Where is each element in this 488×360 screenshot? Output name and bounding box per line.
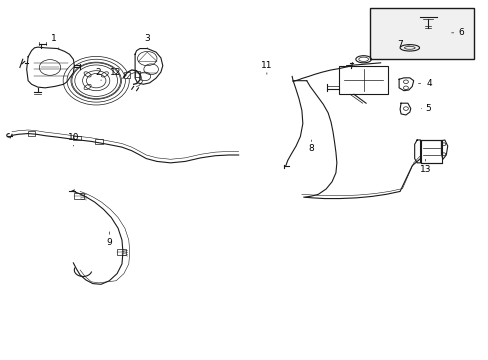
Text: 5: 5 <box>425 104 430 113</box>
Text: 12: 12 <box>110 68 122 77</box>
Bar <box>73 136 81 140</box>
Text: 10: 10 <box>67 133 79 142</box>
Text: 9: 9 <box>106 238 112 247</box>
Bar <box>339 66 387 94</box>
Bar <box>28 131 35 136</box>
Text: 8: 8 <box>308 144 314 153</box>
Bar <box>74 193 84 199</box>
Bar <box>420 140 442 163</box>
Bar <box>369 8 473 59</box>
Bar <box>134 71 140 77</box>
Bar <box>116 249 126 255</box>
Text: 7: 7 <box>396 40 402 49</box>
Text: 4: 4 <box>426 79 431 88</box>
Text: 2: 2 <box>96 68 101 77</box>
Bar <box>95 139 102 144</box>
Bar <box>123 72 129 78</box>
Text: 13: 13 <box>419 165 430 174</box>
Text: 3: 3 <box>144 35 150 44</box>
Text: 6: 6 <box>457 28 463 37</box>
Text: 11: 11 <box>261 61 272 70</box>
Text: 1: 1 <box>51 35 57 44</box>
